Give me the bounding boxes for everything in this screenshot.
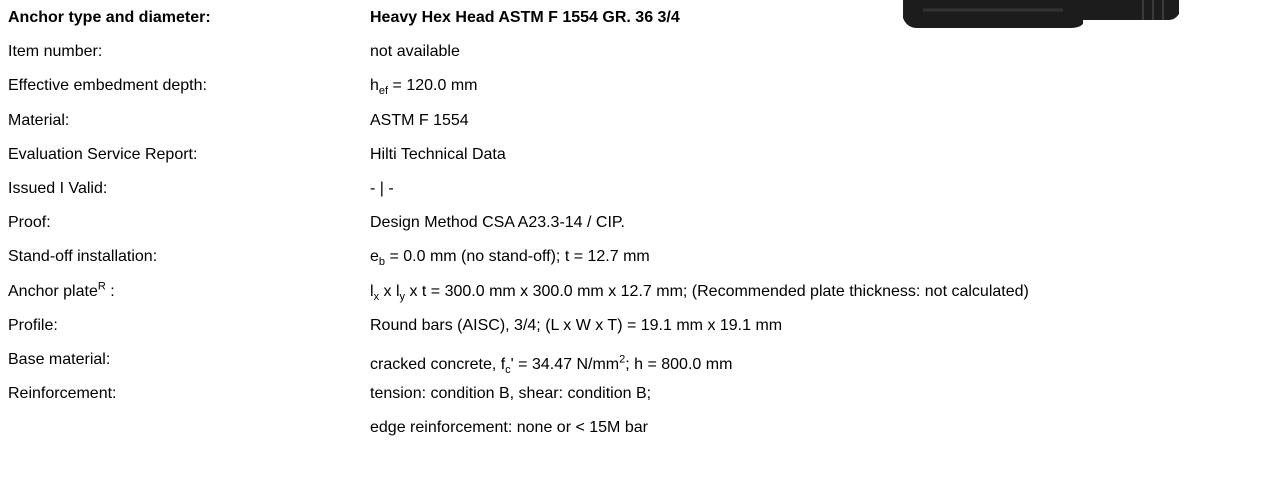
field-label: Base material:: [8, 350, 110, 370]
text-part: not available: [370, 43, 460, 60]
field-value: hef = 120.0 mm: [370, 76, 477, 96]
field-value: - | -: [370, 179, 394, 199]
text-part: x l: [379, 283, 399, 300]
text-part: Profile:: [8, 317, 58, 334]
field-label: Item number:: [8, 42, 102, 62]
text-part: tension: condition B, shear: condition B…: [370, 385, 651, 402]
text-part: x t = 300.0 mm x 300.0 mm x 12.7 mm; (Re…: [405, 283, 1029, 300]
field-label: Reinforcement:: [8, 384, 117, 404]
text-part: Reinforcement:: [8, 385, 117, 402]
text-part: ' = 34.47 N/mm: [511, 356, 619, 373]
field-value: eb = 0.0 mm (no stand-off); t = 12.7 mm: [370, 247, 650, 267]
text-part: Heavy Hex Head ASTM F 1554 GR. 36 3/4: [370, 9, 680, 26]
field-label: Stand-off installation:: [8, 247, 157, 267]
field-label: Issued I Valid:: [8, 179, 107, 199]
text-part: = 120.0 mm: [388, 77, 477, 94]
field-label: Material:: [8, 111, 69, 131]
field-value: Round bars (AISC), 3/4; (L x W x T) = 19…: [370, 316, 782, 336]
text-part: Anchor type and diameter:: [8, 9, 211, 26]
field-value: lx x ly x t = 300.0 mm x 300.0 mm x 12.7…: [370, 282, 1029, 302]
field-value: Hilti Technical Data: [370, 145, 506, 165]
text-part: e: [370, 248, 379, 265]
text-part: ; h = 800.0 mm: [625, 356, 732, 373]
text-part: :: [106, 283, 115, 300]
field-value: cracked concrete, fc' = 34.47 N/mm2; h =…: [370, 355, 732, 375]
text-part: Effective embedment depth:: [8, 77, 207, 94]
text-part: - | -: [370, 180, 394, 197]
supscript: R: [98, 280, 106, 292]
text-part: h: [370, 77, 379, 94]
text-part: Round bars (AISC), 3/4; (L x W x T) = 19…: [370, 317, 782, 334]
text-part: Material:: [8, 112, 69, 129]
field-label: Proof:: [8, 213, 51, 233]
text-part: = 0.0 mm (no stand-off); t = 12.7 mm: [385, 248, 650, 265]
text-part: edge reinforcement: none or < 15M bar: [370, 419, 648, 436]
field-label: Effective embedment depth:: [8, 76, 207, 96]
text-part: Item number:: [8, 43, 102, 60]
text-part: Evaluation Service Report:: [8, 146, 197, 163]
text-part: Design Method CSA A23.3-14 / CIP.: [370, 214, 625, 231]
field-label: Evaluation Service Report:: [8, 145, 197, 165]
field-value: ASTM F 1554: [370, 111, 469, 131]
field-value: not available: [370, 42, 460, 62]
field-label: Anchor plateR :: [8, 282, 115, 302]
text-part: Hilti Technical Data: [370, 146, 506, 163]
field-value: edge reinforcement: none or < 15M bar: [370, 418, 648, 438]
text-part: Stand-off installation:: [8, 248, 157, 265]
field-label: Profile:: [8, 316, 58, 336]
anchor-image: [903, 0, 1179, 28]
page: Anchor type and diameter: Heavy Hex Head …: [0, 0, 1272, 504]
text-part: Proof:: [8, 214, 51, 231]
text-part: Issued I Valid:: [8, 180, 107, 197]
field-value: Design Method CSA A23.3-14 / CIP.: [370, 213, 625, 233]
text-part: ASTM F 1554: [370, 112, 469, 129]
field-label: Anchor type and diameter:: [8, 8, 211, 28]
text-part: Base material:: [8, 351, 110, 368]
text-part: Anchor plate: [8, 283, 98, 300]
subscript: ef: [379, 86, 388, 98]
text-part: cracked concrete, f: [370, 356, 505, 373]
field-value: tension: condition B, shear: condition B…: [370, 384, 651, 404]
field-value: Heavy Hex Head ASTM F 1554 GR. 36 3/4: [370, 8, 680, 28]
